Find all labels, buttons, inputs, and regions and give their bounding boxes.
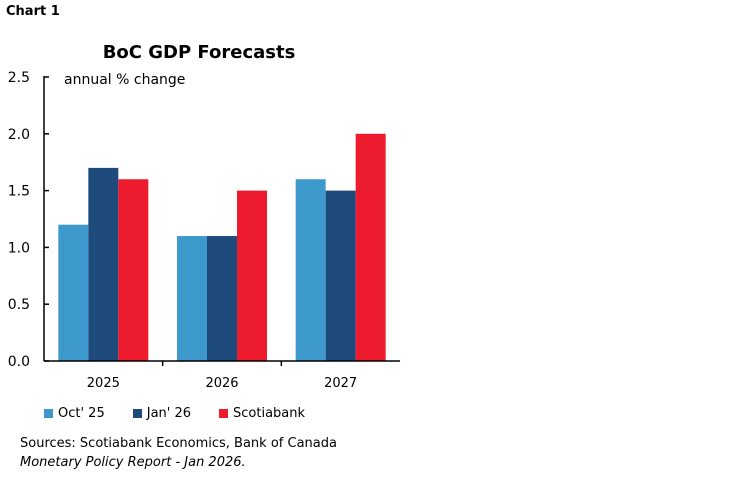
x-tick-label: 2025 [87,376,120,391]
sources-line: Sources: Scotiabank Economics, Bank of C… [20,436,337,451]
legend-label: Oct' 25 [58,406,105,421]
x-tick-label: 2026 [205,376,238,391]
legend-item: Oct' 25 [44,406,105,421]
bar [237,190,267,361]
legend-swatch [219,409,229,418]
y-tick-label: 2.5 [8,70,30,86]
y-tick-label: 1.0 [8,240,30,256]
bar [355,133,386,361]
legend-item: Jan' 26 [132,406,192,421]
bar [295,179,326,361]
y-tick-label: 0.0 [8,354,30,370]
bar [118,179,149,361]
bar [58,224,89,361]
x-tick-label: 2027 [324,376,357,391]
legend-label: Jan' 26 [146,406,192,421]
legend-item: Scotiabank [219,406,305,421]
legend: Oct' 25 Jan' 26 Scotiabank [44,406,333,421]
bar [325,190,356,361]
legend-swatch [44,409,53,418]
sources-note: Sources: Scotiabank Economics, Bank of C… [20,434,337,472]
y-tick-label: 0.5 [8,297,30,313]
legend-label: Scotiabank [233,406,306,421]
bar [207,236,237,361]
chart-label: Chart 1 [6,4,60,19]
legend-swatch [132,409,142,418]
chart-title: BoC GDP Forecasts [102,42,296,63]
y-tick-label: 2.0 [8,127,30,143]
bar [88,167,119,361]
bar [177,236,207,361]
y-axis-label: annual % change [64,72,185,88]
y-tick-label: 1.5 [8,184,30,200]
sources-line-italic: Monetary Policy Report - Jan 2026. [20,455,246,470]
